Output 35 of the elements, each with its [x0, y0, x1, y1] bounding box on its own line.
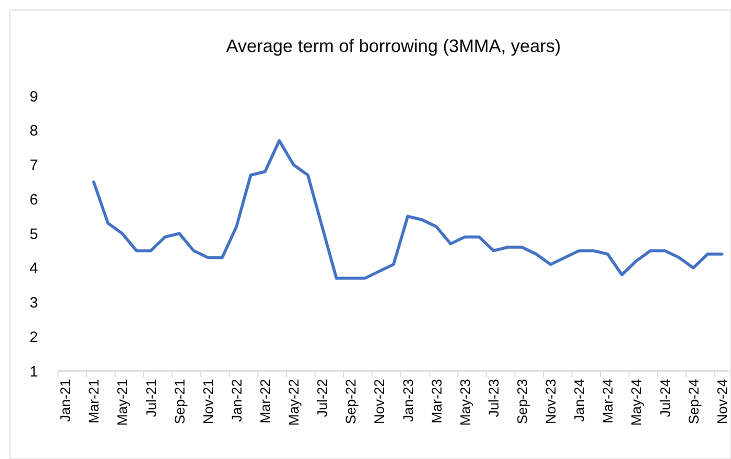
x-tick-label: Nov-24 — [714, 378, 730, 424]
x-tick-label: Nov-23 — [542, 378, 559, 424]
x-tick-label: Jul-23 — [485, 378, 502, 418]
x-tick-label: May-21 — [114, 378, 130, 426]
line-series — [92, 139, 724, 280]
x-tick-label: Jan-21 — [57, 378, 74, 422]
x-tick-label: Jan-24 — [571, 378, 588, 422]
y-tick-label: 2 — [30, 328, 38, 346]
chart-title: Average term of borrowing (3MMA, years) — [226, 36, 561, 56]
x-tick-label: Jul-24 — [656, 378, 673, 418]
y-tick-label: 3 — [30, 294, 38, 312]
x-tick-label: Jan-23 — [400, 378, 416, 422]
x-tick-label: May-24 — [628, 378, 644, 426]
y-tick-label: 1 — [30, 363, 38, 380]
y-tick-label: 4 — [30, 260, 38, 278]
x-tick-label: Sep-23 — [514, 378, 530, 424]
x-tick-label: May-23 — [456, 378, 473, 426]
x-tick-label: Nov-22 — [371, 378, 388, 424]
y-tick-label: 5 — [30, 226, 38, 243]
x-tick-label: May-22 — [286, 378, 302, 426]
x-tick-label: Nov-21 — [200, 378, 216, 424]
y-tick-label: 6 — [30, 191, 38, 208]
y-tick-label: 8 — [30, 122, 38, 140]
y-tick-label: 7 — [30, 157, 38, 174]
x-tick-label: Sep-24 — [685, 378, 702, 424]
x-tick-label: Jan-22 — [228, 378, 244, 422]
x-tick-label: Jul-21 — [142, 378, 159, 418]
x-tick-label: Sep-21 — [171, 378, 188, 424]
x-tick-label: Sep-22 — [342, 378, 359, 424]
x-tick-label: Mar-24 — [600, 378, 616, 424]
x-tick-label: Mar-23 — [428, 378, 444, 424]
y-tick-label: 9 — [30, 88, 38, 106]
x-tick-label: Mar-21 — [86, 378, 102, 424]
x-tick-label: Jul-22 — [314, 378, 330, 418]
x-tick-label: Mar-22 — [257, 378, 274, 424]
